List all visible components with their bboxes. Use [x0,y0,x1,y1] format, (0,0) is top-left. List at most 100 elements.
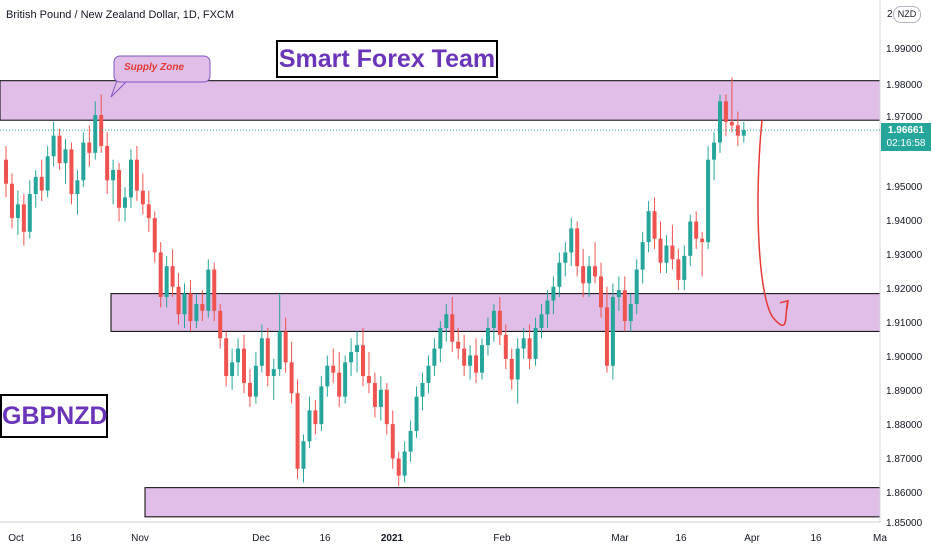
candle-body [366,376,371,383]
candle [111,159,116,205]
candle [616,276,621,311]
candle-body [200,303,205,311]
candle [587,255,592,298]
candle-body [581,266,586,284]
candle-body [718,101,722,143]
candle [182,283,187,328]
forecast-arrow [757,120,789,327]
candle [117,163,122,222]
candle-body [646,211,651,243]
candle-body [729,121,734,126]
candle [480,338,484,380]
candle-body [723,101,728,122]
candle-body [349,352,354,363]
candle-body [563,252,568,263]
candle [307,396,312,449]
candle-body [616,290,621,298]
candle-body [259,338,264,366]
candle-body [390,424,395,459]
candle [134,145,139,201]
candle [557,252,562,298]
candle [206,259,211,318]
candle [39,159,44,201]
candle-body [51,135,56,157]
candle [99,94,104,153]
candle [390,410,395,469]
currency-badge[interactable]: NZD [893,6,921,23]
candle [75,169,80,215]
candle [456,327,461,359]
price-tick: 1.87000 [886,454,923,465]
candle-body [450,314,455,342]
candle [152,211,157,263]
candle-body [372,382,377,407]
time-tick: 16 [319,533,331,544]
candle-body [27,194,32,232]
candle [69,142,74,205]
candle [158,242,163,308]
price-tick: 1.92000 [886,284,923,295]
candle-body [355,345,360,353]
candle-body [99,115,104,146]
supply-zone-callout: Supply Zone [124,62,184,73]
candle [128,149,133,208]
candle [176,273,181,325]
time-tick: Nov [131,533,149,544]
candle-body [444,314,449,328]
time-tick: Apr [744,533,760,544]
demand-zone[interactable] [144,487,881,518]
candle [545,290,550,328]
candle-body [331,365,336,373]
candle-body [4,159,8,184]
candle [194,293,199,328]
candle [539,303,544,339]
candle-body [111,169,116,181]
candle [658,221,663,274]
candle-body [539,314,544,328]
candle [51,121,56,167]
candle-body [497,310,502,335]
candle-body [325,365,330,387]
candle [378,376,383,421]
candle [200,290,205,322]
candle-body [9,183,14,219]
candle [700,231,705,277]
candle-body [658,238,663,263]
candle-body [295,393,300,469]
candle-body [105,145,110,181]
brand-label: Smart Forex Team [276,40,498,78]
candle-body [604,307,609,366]
candle [247,369,252,407]
candle [676,248,681,291]
candle [331,348,336,383]
candle [622,276,627,332]
candle [688,214,693,267]
candle-body [575,228,580,267]
price-tick: 1.93000 [886,250,923,261]
candle [224,331,229,387]
zones-layer [0,80,881,518]
candle-body [188,293,193,322]
candle-body [117,169,122,208]
candle-body [361,345,365,377]
candle [188,279,193,332]
candle-body [319,386,324,425]
candle-body [700,238,705,243]
candle [485,317,490,356]
candle-body [307,410,312,442]
time-tick: 2021 [380,533,404,544]
candle [45,145,50,198]
candle [468,345,473,380]
candle [384,382,389,435]
candle-body [664,245,669,263]
candle [527,324,532,370]
candle-body [426,365,431,383]
candle-body [146,204,151,219]
candle-body [634,269,639,304]
candle [420,372,425,411]
candle [63,139,68,184]
candle [694,211,699,249]
candle [652,197,657,249]
supply-zone[interactable] [0,80,881,121]
